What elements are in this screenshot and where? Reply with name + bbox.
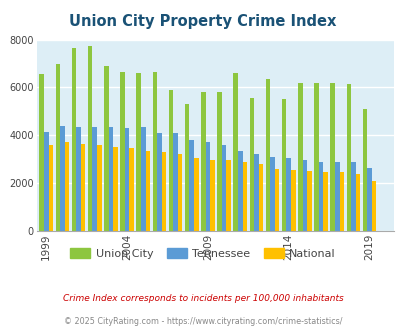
Bar	[88, 46, 92, 231]
Bar	[194, 158, 198, 231]
Bar	[129, 148, 134, 231]
Text: Crime Index corresponds to incidents per 100,000 inhabitants: Crime Index corresponds to incidents per…	[62, 294, 343, 303]
Bar	[210, 160, 214, 231]
Bar	[200, 92, 205, 231]
Bar	[205, 143, 210, 231]
Bar	[60, 126, 64, 231]
Bar	[330, 83, 334, 231]
Bar	[355, 174, 359, 231]
Bar	[350, 162, 355, 231]
Bar	[145, 151, 150, 231]
Bar	[318, 162, 322, 231]
Text: © 2025 CityRating.com - https://www.cityrating.com/crime-statistics/: © 2025 CityRating.com - https://www.city…	[64, 317, 341, 326]
Bar	[371, 181, 375, 231]
Bar	[168, 90, 173, 231]
Bar	[322, 172, 327, 231]
Bar	[44, 132, 48, 231]
Bar	[97, 145, 101, 231]
Bar	[249, 98, 254, 231]
Bar	[237, 151, 242, 231]
Bar	[161, 152, 166, 231]
Bar	[362, 109, 367, 231]
Bar	[254, 154, 258, 231]
Bar	[286, 158, 290, 231]
Bar	[185, 104, 189, 231]
Bar	[313, 83, 318, 231]
Bar	[274, 169, 279, 231]
Bar	[72, 48, 76, 231]
Bar	[334, 162, 339, 231]
Bar	[226, 160, 230, 231]
Bar	[120, 72, 124, 231]
Bar	[367, 168, 371, 231]
Bar	[81, 144, 85, 231]
Bar	[346, 84, 350, 231]
Bar	[265, 79, 270, 231]
Bar	[290, 170, 295, 231]
Bar	[92, 127, 97, 231]
Bar	[173, 133, 177, 231]
Bar	[113, 147, 117, 231]
Bar	[217, 92, 221, 231]
Bar	[152, 72, 157, 231]
Bar	[233, 73, 237, 231]
Bar	[124, 128, 129, 231]
Bar	[157, 133, 161, 231]
Bar	[189, 140, 194, 231]
Bar	[242, 162, 246, 231]
Bar	[64, 143, 69, 231]
Bar	[297, 83, 302, 231]
Text: Union City Property Crime Index: Union City Property Crime Index	[69, 14, 336, 29]
Bar	[307, 171, 311, 231]
Bar	[76, 127, 81, 231]
Bar	[104, 66, 109, 231]
Bar	[109, 127, 113, 231]
Bar	[177, 154, 182, 231]
Bar	[48, 145, 53, 231]
Bar	[281, 99, 286, 231]
Bar	[55, 63, 60, 231]
Bar	[136, 73, 141, 231]
Bar	[270, 157, 274, 231]
Bar	[302, 160, 307, 231]
Bar	[258, 164, 262, 231]
Bar	[141, 127, 145, 231]
Bar	[221, 145, 226, 231]
Bar	[39, 74, 44, 231]
Legend: Union City, Tennessee, National: Union City, Tennessee, National	[66, 244, 339, 263]
Bar	[339, 172, 343, 231]
